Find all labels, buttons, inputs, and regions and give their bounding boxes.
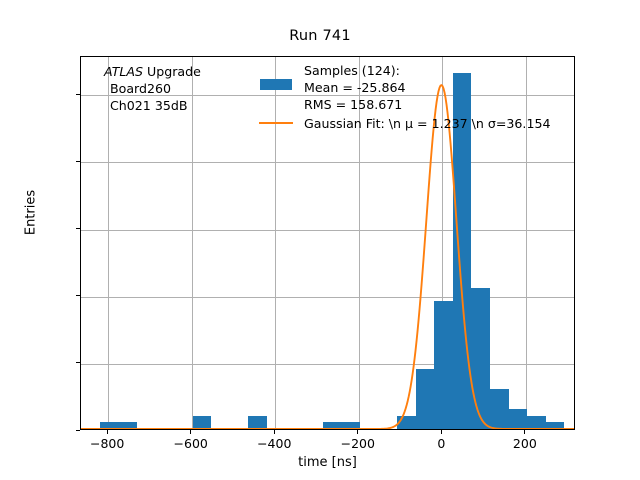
legend-entry-fit-text: Gaussian Fit: \n μ = 1.237 \n σ=36.154	[304, 116, 551, 131]
atlas-label: ATLAS	[104, 64, 144, 79]
atlas-annotation-line-3: Ch021 35dB	[110, 98, 188, 113]
chart-legend: Samples (124): Mean = -25.864 RMS = 158.…	[256, 62, 550, 132]
atlas-annotation: ATLAS Upgrade Board260 Ch021 35dB	[104, 63, 201, 114]
histogram-bar	[118, 422, 137, 429]
atlas-annotation-line-1: ATLAS Upgrade	[104, 63, 201, 80]
histogram-bar	[545, 422, 565, 429]
legend-entry-histogram-text: Samples (124): Mean = -25.864 RMS = 158.…	[304, 62, 405, 113]
x-tick-mark	[106, 430, 108, 434]
x-axis-label: time [ns]	[298, 455, 357, 470]
y-tick-mark	[76, 93, 80, 95]
x-tick-mark	[273, 430, 275, 434]
chart-title: Run 741	[289, 28, 351, 44]
plot-area	[80, 56, 575, 430]
histogram-bar	[99, 422, 119, 429]
histogram-bar	[434, 301, 453, 429]
x-tick-mark	[357, 430, 359, 434]
x-tick-mark	[440, 430, 442, 434]
gridline-horizontal	[81, 363, 574, 365]
histogram-bar	[397, 415, 416, 429]
legend-patch-handle	[256, 62, 296, 90]
atlas-annotation-line-2: Board260	[110, 81, 172, 96]
legend-hist-line-2: Mean = -25.864	[304, 80, 406, 95]
histogram-bar	[322, 422, 342, 429]
histogram-bar	[192, 415, 212, 429]
histogram-bar	[471, 288, 490, 429]
legend-hist-line-3: RMS = 158.671	[304, 97, 403, 112]
x-tick-label: 200	[512, 436, 537, 451]
x-tick-label: −600	[173, 436, 208, 451]
y-tick-mark	[76, 362, 80, 364]
legend-entry-histogram: Samples (124): Mean = -25.864 RMS = 158.…	[256, 62, 550, 113]
y-axis-label: Entries	[23, 189, 39, 236]
legend-line-handle	[256, 115, 296, 125]
legend-entry-fit: Gaussian Fit: \n μ = 1.237 \n σ=36.154	[256, 115, 550, 132]
y-tick-mark	[76, 160, 80, 162]
histogram-bar	[341, 422, 360, 429]
x-tick-label: 0	[437, 436, 446, 451]
x-tick-label: −800	[89, 436, 125, 451]
atlas-suffix: Upgrade	[143, 64, 201, 79]
histogram-swatch-icon	[260, 79, 292, 90]
histogram-bar	[527, 415, 546, 429]
x-tick-mark	[524, 430, 526, 434]
legend-hist-line-1: Samples (124):	[304, 63, 400, 78]
histogram-bar	[489, 388, 509, 429]
histogram-bar	[508, 408, 528, 429]
y-tick-mark	[76, 295, 80, 297]
histogram-bar	[248, 415, 267, 429]
gridline-horizontal	[81, 229, 574, 231]
x-tick-label: −200	[340, 436, 375, 451]
y-tick-mark	[76, 429, 80, 431]
y-tick-mark	[76, 228, 80, 230]
fit-line-swatch-icon	[259, 122, 293, 125]
x-tick-label: −400	[257, 436, 292, 451]
histogram-bar	[415, 368, 435, 429]
gridline-horizontal	[81, 296, 574, 298]
x-tick-mark	[190, 430, 192, 434]
gridline-horizontal	[81, 162, 574, 164]
